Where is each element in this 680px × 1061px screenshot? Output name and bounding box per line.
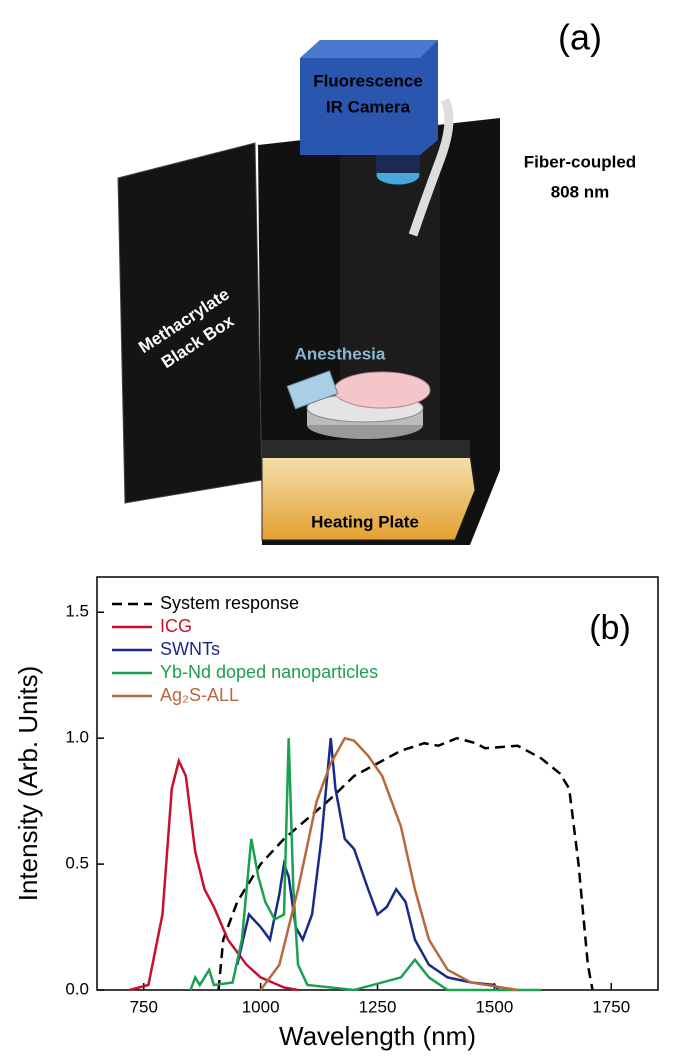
series-line [259, 736, 518, 992]
legend-label: SWNTs [160, 639, 220, 659]
y-tick-label: 0.0 [65, 979, 89, 998]
floor [262, 440, 470, 458]
box-interior [340, 140, 440, 440]
y-tick-label: 0.5 [65, 854, 89, 873]
y-tick-label: 1.5 [65, 602, 89, 621]
x-tick-label: 1500 [475, 997, 513, 1016]
x-tick-label: 1000 [242, 997, 280, 1016]
series-line [217, 736, 594, 991]
x-tick-label: 1750 [592, 997, 630, 1016]
panel-label: (b) [589, 609, 631, 647]
chart: 750 1000 1250 1500 1750 0.0 0.5 1.0 1.5 Wavelengt… [13, 576, 659, 1051]
x-tick-label: 750 [130, 997, 158, 1016]
anesthesia-tube [286, 370, 339, 410]
x-axis-label: Wavelength (nm) [279, 1021, 476, 1051]
panel-label: (a) [558, 17, 602, 58]
y-tick-label: 1.0 [65, 728, 89, 747]
y-axis-label: Intensity (Arb. Units) [13, 666, 43, 902]
label: Fiber-coupled [524, 152, 636, 171]
camera [300, 40, 438, 155]
illustration: (a) Fluorescence IR Camera Fiber-coupled… [117, 17, 636, 545]
legend-label: System response [160, 593, 299, 613]
legend-label: Ag₂S-ALL [160, 685, 239, 705]
label: Fluorescence [313, 71, 423, 90]
series-line [189, 738, 542, 992]
legend-label: ICG [160, 616, 192, 636]
label: Anesthesia [295, 344, 386, 363]
label: 808 nm [551, 182, 610, 201]
label: IR Camera [326, 97, 411, 116]
x-tick-label: 1250 [359, 997, 397, 1016]
series-line [236, 738, 500, 991]
legend-label: Yb-Nd doped nanoparticles [160, 662, 378, 682]
fiber [408, 97, 454, 237]
lens-mount [376, 155, 420, 173]
label: Heating Plate [311, 512, 419, 531]
mouse [333, 371, 431, 409]
series-line [129, 757, 299, 992]
camera-top [300, 40, 438, 58]
